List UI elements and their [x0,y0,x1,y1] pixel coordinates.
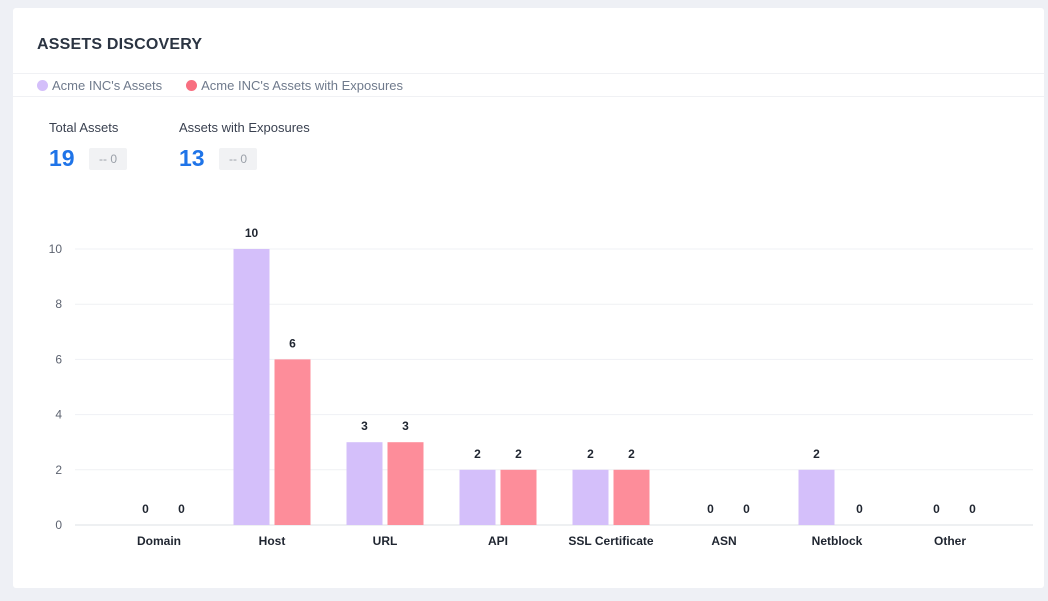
bar [613,469,650,525]
kpi-label: Assets with Exposures [179,120,310,135]
x-tick-label: ASN [711,534,736,548]
data-label: 0 [933,502,940,516]
legend-dot-icon [186,79,198,91]
data-label: 6 [289,336,296,350]
bar [346,442,383,525]
data-label: 2 [813,447,820,461]
kpi-value: 19 [49,145,75,171]
data-label: 10 [245,226,259,240]
bar [798,469,835,525]
kpi-total-assets: Total Assets 19 -- 0 [49,120,127,172]
bar [572,469,609,525]
legend-dot-icon [37,79,48,91]
data-label: 3 [402,419,409,433]
x-tick-label: API [488,534,508,548]
data-label: 0 [707,502,714,516]
bar [459,469,496,525]
bar [500,469,537,525]
bar [233,249,270,525]
kpi-label: Total Assets [49,120,119,135]
chart-legend: Acme INC's Assets Acme INC's Assets with… [13,73,1044,97]
legend-label: Acme INC's Assets [52,77,163,93]
y-tick-label: 10 [49,242,63,256]
card-title: ASSETS DISCOVERY [37,36,203,53]
data-label: 0 [743,502,750,516]
legend-item-assets[interactable]: Acme INC's Assets [37,78,162,93]
data-label: 3 [361,419,368,433]
kpi-value: 13 [179,145,205,171]
y-tick-label: 6 [55,352,62,366]
x-tick-label: Netblock [812,534,863,548]
y-tick-label: 2 [55,463,62,477]
legend-item-exposures[interactable]: Acme INC's Assets with Exposures [186,78,403,93]
legend-label: Acme INC's Assets with Exposures [201,77,404,93]
data-label: 2 [515,447,522,461]
y-tick-label: 8 [55,297,62,311]
x-tick-label: Host [259,534,286,548]
y-tick-label: 4 [55,408,62,422]
x-tick-label: SSL Certificate [568,534,653,548]
bar [274,359,311,525]
data-label: 2 [587,447,594,461]
x-tick-label: URL [373,534,398,548]
data-label: 2 [474,447,481,461]
y-tick-label: 0 [55,518,62,532]
x-tick-label: Domain [137,534,181,548]
bar [387,442,424,525]
data-label: 0 [969,502,976,516]
data-label: 0 [856,502,863,516]
kpi-assets-with-exposures: Assets with Exposures 13 -- 0 [179,120,310,172]
data-label: 0 [178,502,185,516]
kpi-delta-badge: -- 0 [89,147,127,170]
x-tick-label: Other [934,534,966,548]
data-label: 0 [142,502,149,516]
kpi-delta-badge: -- 0 [219,147,257,170]
data-label: 2 [628,447,635,461]
